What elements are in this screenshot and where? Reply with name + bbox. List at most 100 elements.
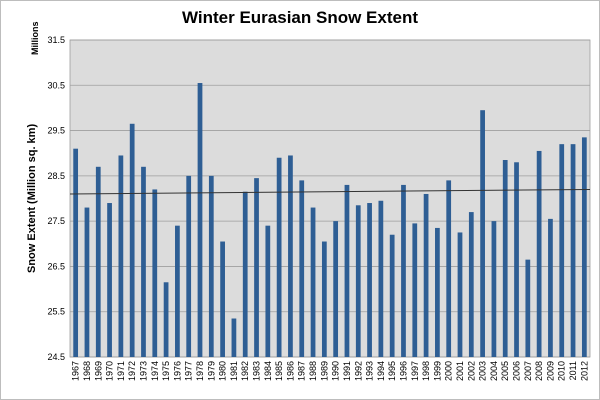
x-tick-label: 1988: [308, 361, 318, 381]
x-tick-label: 2000: [444, 361, 454, 381]
x-tick-label: 1968: [82, 361, 92, 381]
x-tick-label: 1998: [421, 361, 431, 381]
x-tick-label: 1985: [274, 361, 284, 381]
bar: [525, 259, 531, 357]
y-tick-label: 26.5: [47, 261, 65, 271]
x-tick-label: 2001: [455, 361, 465, 381]
y-tick-label: 29.5: [47, 126, 65, 136]
bar: [265, 225, 271, 357]
y-tick-label: 28.5: [47, 171, 65, 181]
bar: [446, 180, 452, 357]
bar: [367, 203, 372, 357]
x-tick-label: 1974: [150, 361, 160, 381]
x-tick-label: 1980: [218, 361, 228, 381]
bar: [310, 207, 316, 357]
x-tick-label: 1991: [342, 361, 352, 381]
x-tick-label: 1997: [410, 361, 420, 381]
bar: [186, 175, 192, 357]
x-tick-label: 1967: [71, 361, 81, 381]
y-tick-label: 31.5: [47, 35, 65, 45]
bar: [163, 282, 169, 357]
bar: [242, 191, 248, 357]
bar: [321, 241, 327, 357]
bar: [95, 166, 101, 357]
x-tick-label: 2003: [478, 361, 488, 381]
bar: [107, 203, 112, 357]
bar: [254, 178, 259, 357]
bar: [480, 110, 485, 357]
x-tick-label: 2012: [579, 361, 589, 381]
x-tick-label: 1973: [138, 361, 148, 381]
x-tick-label: 1992: [353, 361, 363, 381]
x-tick-label: 2009: [545, 361, 555, 381]
x-tick-label: 2011: [568, 361, 578, 380]
x-tick-label: 1970: [105, 361, 115, 381]
x-tick-label: 2005: [500, 361, 510, 381]
bar: [288, 155, 293, 357]
bar: [423, 193, 429, 357]
bar: [118, 155, 124, 357]
x-tick-label: 1990: [331, 361, 341, 381]
bar: [514, 162, 519, 357]
bar: [457, 232, 463, 357]
x-tick-label: 1999: [432, 361, 442, 381]
bar: [401, 184, 406, 357]
x-tick-label: 1978: [195, 361, 205, 381]
bar: [299, 180, 305, 357]
bar: [412, 223, 418, 357]
x-tick-label: 1971: [116, 361, 126, 381]
x-axis-ticks: 1967 1968 1969 1970 1971 1972 1973 1974 1975 1976…: [71, 361, 590, 381]
x-tick-label: 1979: [206, 361, 216, 381]
bar: [129, 123, 135, 358]
x-tick-label: 1994: [376, 361, 386, 381]
y-tick-label: 25.5: [47, 307, 65, 317]
x-tick-label: 1976: [172, 361, 182, 381]
x-tick-label: 1982: [240, 361, 250, 381]
bar: [141, 166, 146, 357]
x-tick-label: 2007: [523, 361, 533, 381]
x-tick-label: 1981: [229, 361, 239, 381]
bars: [73, 83, 587, 358]
x-tick-label: 1975: [161, 361, 171, 381]
y-tick-label: 30.5: [47, 80, 65, 90]
bar: [355, 205, 361, 357]
bar: [333, 221, 339, 357]
bar: [231, 318, 237, 357]
x-tick-label: 1984: [263, 361, 273, 381]
x-tick-label: 1993: [365, 361, 375, 381]
x-tick-label: 1996: [398, 361, 408, 381]
y-tick-label: 24.5: [47, 352, 65, 362]
x-tick-label: 2004: [489, 361, 499, 381]
bar: [344, 184, 350, 357]
bar: [208, 175, 214, 357]
bar: [536, 150, 542, 357]
bar: [570, 144, 576, 357]
bar: [276, 157, 282, 357]
x-tick-label: 1983: [252, 361, 262, 381]
bar: [559, 144, 565, 357]
bar: [581, 137, 587, 357]
x-tick-label: 2010: [557, 361, 567, 381]
bar: [491, 221, 497, 357]
plot-area: [69, 39, 591, 358]
y-tick-label: 27.5: [47, 216, 65, 226]
x-tick-label: 2002: [466, 361, 476, 381]
bar: [197, 83, 203, 358]
y-axis-ticks: 24.5 25.5 26.5 27.5 28.5 29.5 30.5 31.5: [47, 35, 65, 362]
bar: [435, 227, 440, 357]
x-tick-label: 1972: [127, 361, 137, 381]
x-tick-label: 1987: [297, 361, 307, 381]
x-tick-label: 1986: [285, 361, 295, 381]
bar: [389, 234, 395, 357]
bar: [220, 241, 225, 357]
x-tick-label: 1969: [93, 361, 103, 381]
trendline: [69, 188, 591, 195]
bar: [73, 148, 79, 357]
x-tick-label: 1995: [387, 361, 397, 381]
bar: [502, 160, 508, 357]
bar: [175, 225, 180, 357]
x-tick-label: 2008: [534, 361, 544, 381]
bar: [548, 218, 553, 357]
bar: [468, 212, 474, 357]
